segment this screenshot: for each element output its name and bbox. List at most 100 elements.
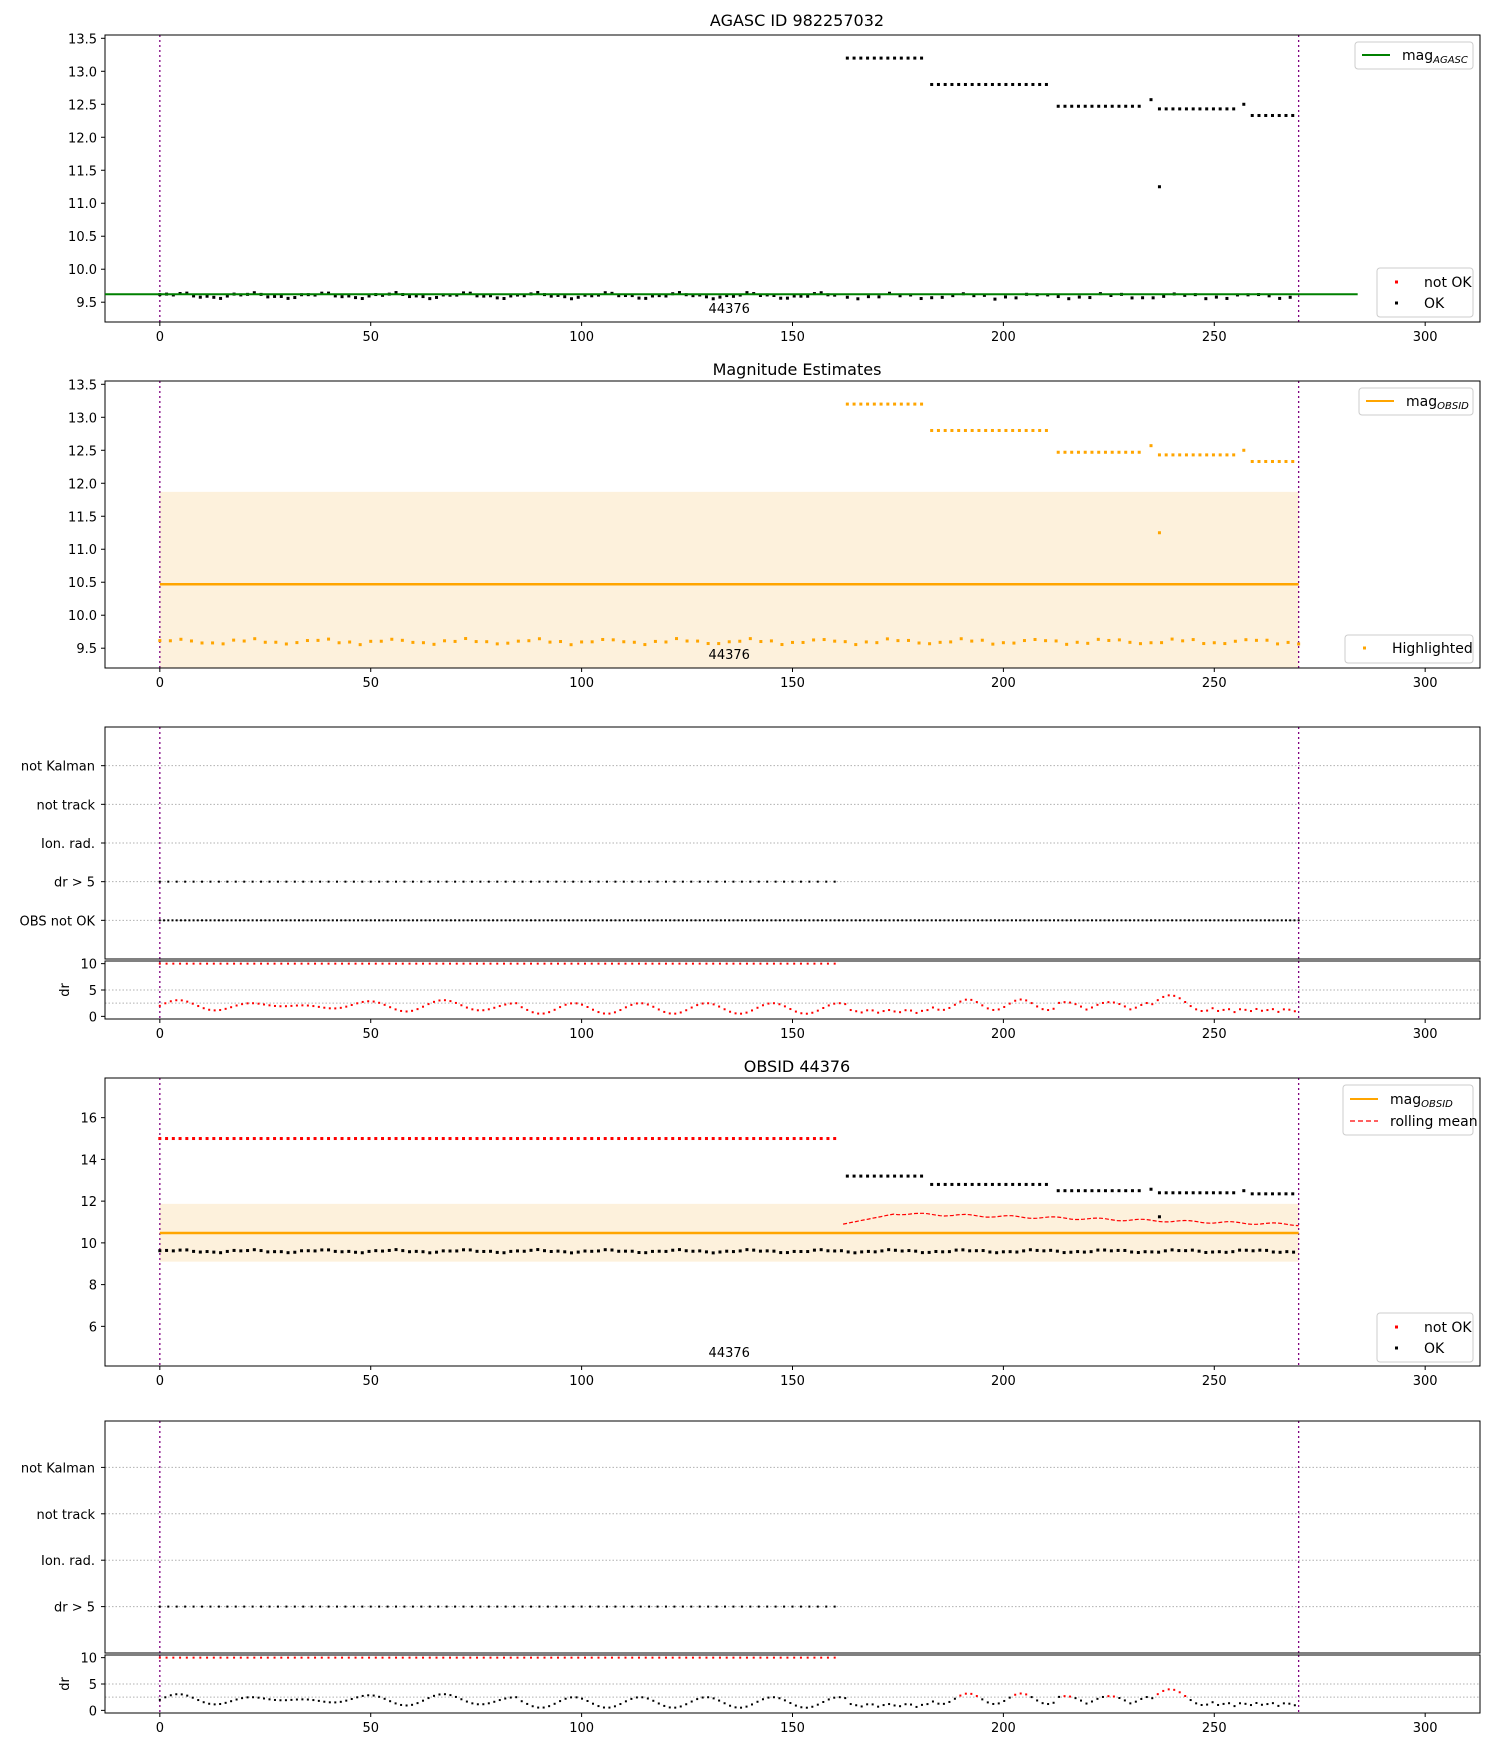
dr-point — [855, 1704, 858, 1707]
dr-point — [613, 1011, 616, 1014]
ok-points-point — [219, 1251, 223, 1255]
not-ok-points-point — [495, 1137, 499, 1141]
dr-point — [241, 1697, 244, 1700]
dr-point — [191, 1696, 194, 1699]
dr-point — [208, 1008, 211, 1011]
ok-points-point — [563, 295, 567, 299]
dr-point — [1074, 1697, 1077, 1700]
ok-points-point — [1291, 113, 1295, 117]
obsid-label: 44376 — [709, 302, 750, 317]
dr10-point — [826, 962, 829, 965]
highlighted-points-point — [943, 428, 947, 432]
y-tick-label: 8 — [89, 1279, 97, 1294]
flag-point — [352, 880, 355, 883]
dr10-point — [820, 962, 823, 965]
flag-point — [496, 919, 499, 922]
dr10-point — [597, 962, 600, 965]
ok-points-point — [1004, 82, 1008, 86]
flag-point — [778, 919, 781, 922]
dr-point — [630, 1003, 633, 1006]
not-ok-points-point — [596, 1137, 600, 1141]
dr10-point — [212, 962, 215, 965]
dr10-point — [779, 1656, 782, 1659]
dr-point — [284, 1699, 287, 1702]
highlighted-points-point — [1250, 459, 1254, 463]
x-tick-label: 250 — [1202, 676, 1227, 691]
not-ok-points-point — [772, 1137, 776, 1141]
not-ok-points-point — [489, 1137, 493, 1141]
dr-point — [931, 1700, 934, 1703]
ok-points-point — [232, 1248, 236, 1252]
flag-point — [462, 919, 465, 922]
y-tick-label: 6 — [89, 1320, 97, 1335]
dr-point — [1090, 1006, 1093, 1009]
highlighted-points-point — [980, 638, 984, 642]
ok-points-point — [779, 1251, 783, 1255]
not-ok-points-point — [657, 1137, 661, 1141]
ok-points-point — [1090, 104, 1094, 108]
ok-points-point — [913, 1174, 917, 1178]
dr-point — [213, 1703, 216, 1706]
flag-point — [1268, 919, 1271, 922]
dr-point — [1151, 1697, 1154, 1700]
ok-points-point — [972, 294, 976, 298]
dr10-point — [226, 962, 229, 965]
dr10-point — [347, 1656, 350, 1659]
ok-points-point — [650, 1249, 654, 1253]
flag-label: Ion. rad. — [41, 837, 95, 852]
flag-point — [293, 880, 296, 883]
dr-point — [367, 1000, 370, 1003]
dr-point — [1156, 1693, 1159, 1696]
dr-point — [1277, 1704, 1280, 1707]
ok-points-point — [1204, 1250, 1208, 1254]
ok-points-point — [1162, 294, 1166, 298]
not-ok-points-point — [387, 1137, 391, 1141]
highlighted-points-point — [1171, 453, 1175, 457]
not-ok-points-point — [158, 1137, 162, 1141]
dr10-point — [442, 962, 445, 965]
highlighted-points-point — [1198, 453, 1202, 457]
dr10-point — [617, 1656, 620, 1659]
dr-point — [295, 1698, 298, 1701]
y-tick-label: 5 — [89, 984, 97, 999]
flag-point — [787, 919, 790, 922]
x-tick-label: 0 — [156, 1027, 164, 1042]
ok-points-point — [1190, 1248, 1194, 1252]
dr-point — [301, 1004, 304, 1007]
ok-points-point — [1232, 1191, 1236, 1195]
dr-point — [838, 1002, 841, 1005]
ok-points-point — [950, 82, 954, 86]
highlighted-points-point — [1017, 428, 1021, 432]
ok-points-point — [644, 296, 648, 300]
flag-point — [424, 919, 427, 922]
ok-points-point — [536, 290, 540, 294]
flag-point — [1120, 919, 1123, 922]
dr-point — [679, 1705, 682, 1708]
dr-point — [323, 1006, 326, 1009]
dr-point — [389, 1006, 392, 1009]
ok-points-point — [1171, 107, 1175, 111]
flag-point — [260, 919, 263, 922]
dr-point — [860, 1705, 863, 1708]
flag-point — [888, 919, 891, 922]
dr-point — [685, 1703, 688, 1706]
ok-points-point — [273, 294, 277, 298]
ok-points-point — [1008, 1250, 1012, 1254]
flag-point — [774, 919, 777, 922]
ok-points-point — [927, 1250, 931, 1254]
flag-point — [407, 919, 410, 922]
flag-point — [390, 919, 393, 922]
dr-point — [279, 1699, 282, 1702]
flag-point — [428, 919, 431, 922]
ok-points-point — [482, 294, 486, 298]
flag-point — [217, 880, 220, 883]
not-ok-points-point — [785, 1137, 789, 1141]
flag-point — [563, 1605, 566, 1608]
ok-points-point — [549, 1249, 553, 1253]
legend-box — [1354, 41, 1474, 70]
flag-point — [285, 919, 288, 922]
dr10-point — [624, 1656, 627, 1659]
legend-box — [1376, 1312, 1474, 1363]
ok-points-point — [936, 1182, 940, 1186]
